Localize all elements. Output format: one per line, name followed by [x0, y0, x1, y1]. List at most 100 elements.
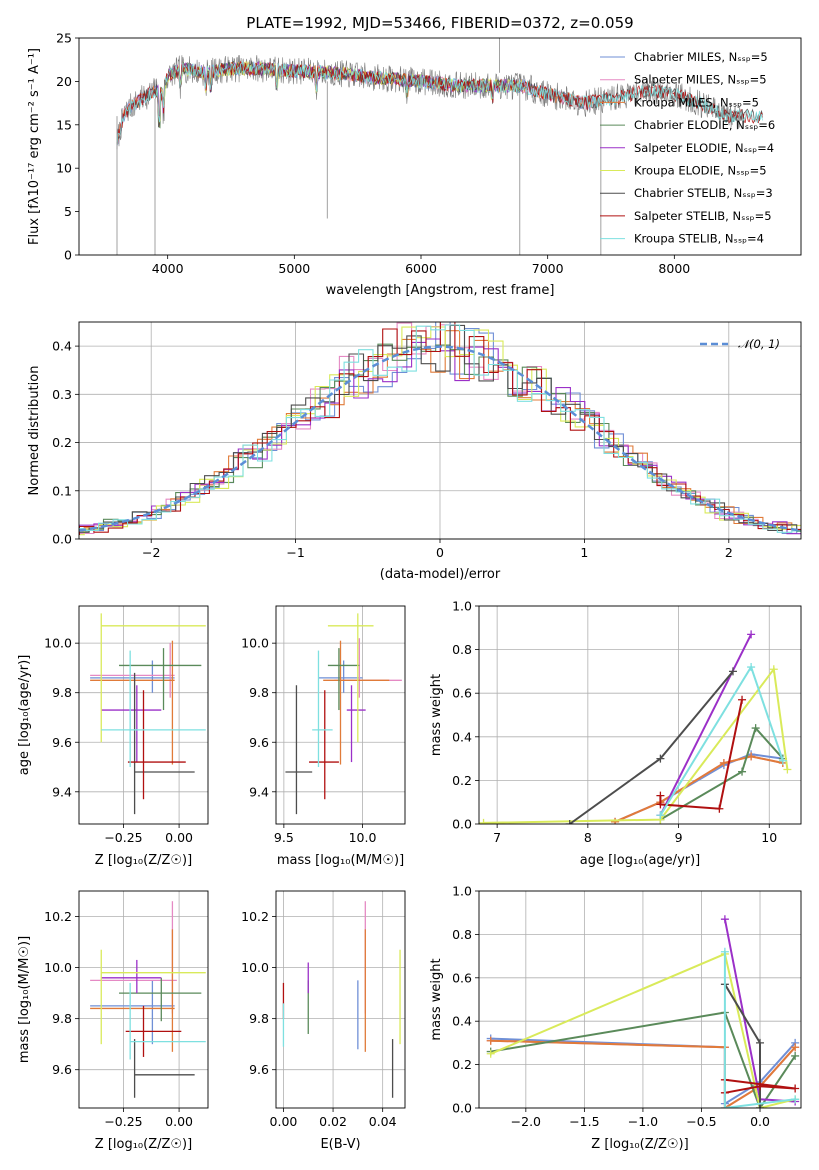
mass-weight-marker [751, 724, 760, 733]
x-tick-label: −2 [142, 545, 160, 560]
y-tick-label: 0.0 [452, 817, 472, 832]
x-tick-label: 10 [761, 830, 777, 845]
mass-weight-line [490, 1039, 796, 1108]
mass-weight-line [483, 666, 789, 824]
x-axis-label: Z [log₁₀(Z/Z☉)] [95, 853, 192, 868]
mass-weight-marker [756, 1082, 765, 1091]
x-tick-label: 2 [725, 545, 733, 560]
legend-entry: 𝒩(0, 1) [738, 337, 780, 351]
legend-entry: Kroupa MILES, Nₛₛₚ=5 [634, 95, 759, 109]
y-axis-label: Normed distribution [27, 366, 42, 496]
plot-area [479, 630, 792, 824]
x-axis-label: mass [log₁₀(M/M☉)] [277, 853, 404, 868]
x-tick-label: −0.25 [104, 830, 142, 845]
y-axis-label: mass [log₁₀(M/M☉)] [17, 936, 32, 1063]
mass-weight-marker [791, 1043, 800, 1052]
y-tick-label: 9.6 [52, 1062, 72, 1077]
y-tick-label: 10.0 [241, 636, 269, 651]
residual-histogram [79, 324, 801, 533]
panel-residuals: −2 −1 0 1 2 0.0 0.1 0.2 0.3 0.4 (data-model)/error… [27, 321, 802, 582]
mass-weight-marker [565, 820, 574, 824]
y-tick-label: 0.0 [52, 532, 72, 547]
axes-frame [275, 890, 406, 1109]
mass-weight-marker [738, 695, 747, 704]
y-tick-label: 9.4 [249, 784, 269, 799]
y-tick-label: 15 [56, 117, 72, 132]
panel-mass-Z: −0.25 0.00 9.6 9.8 10.0 10.2 Z [log₁₀(Z/Z☉)] ma… [17, 890, 209, 1152]
axes-frame [78, 890, 209, 1109]
y-tick-label: 0.4 [452, 729, 472, 744]
legend-entry: Salpeter MILES, Nₛₛₚ=5 [634, 73, 767, 87]
x-tick-label: 8000 [658, 261, 690, 276]
mass-weight-marker [756, 1038, 765, 1047]
plot-area [90, 901, 206, 1098]
y-tick-label: 9.8 [52, 1011, 72, 1026]
y-tick-label: 25 [56, 31, 72, 46]
x-tick-label: 1 [580, 545, 588, 560]
plot-area [282, 901, 401, 1098]
legend-entry: Salpeter STELIB, Nₛₛₚ=5 [634, 209, 772, 223]
mass-weight-line [569, 670, 734, 824]
axes-frame [275, 605, 406, 825]
x-tick-label: 5000 [278, 261, 310, 276]
y-tick-label: 0.8 [452, 927, 472, 942]
mass-weight-marker [738, 767, 747, 776]
panel-weight-Z: −2.0 −1.5 −1.0 −0.5 0.0 0.0 0.2 0.4 0.6 0.8 1.0 Z [… [429, 884, 802, 1152]
mass-weight-marker [747, 630, 756, 639]
axes-frame [478, 605, 802, 825]
mass-weight-line [659, 726, 784, 821]
mass-weight-marker [720, 1104, 729, 1108]
mass-weight-marker [720, 915, 729, 924]
y-tick-label: 0.6 [452, 970, 472, 985]
y-tick-label: 5 [64, 204, 72, 219]
mass-weight-marker [486, 1049, 495, 1058]
x-tick-label: 0.00 [165, 1114, 193, 1129]
x-tick-label: −1.5 [569, 1114, 599, 1129]
mass-weight-line [614, 755, 784, 823]
y-tick-label: 10.2 [241, 909, 269, 924]
x-tick-label: 9 [675, 830, 683, 845]
mass-weight-marker [778, 756, 787, 765]
x-tick-label: −0.25 [104, 1114, 142, 1129]
y-tick-label: 0.3 [52, 387, 72, 402]
y-tick-label: 10 [56, 161, 72, 176]
legend-entry: Chabrier MILES, Nₛₛₚ=5 [634, 50, 768, 64]
panel-weight-age: 7 8 9 10 0.0 0.2 0.4 0.6 0.8 1.0 age [log₁₀(age/yr… [429, 599, 802, 868]
mass-weight-marker [791, 1051, 800, 1060]
normal-distribution-curve [79, 345, 799, 532]
mass-weight-line [659, 633, 752, 816]
mass-weight-line [659, 699, 743, 810]
mass-weight-marker [720, 947, 729, 956]
legend-entry: Kroupa STELIB, Nₛₛₚ=4 [634, 232, 764, 246]
x-tick-label: 4000 [152, 261, 184, 276]
x-axis-label: Z [log₁₀(Z/Z☉)] [95, 1137, 192, 1152]
model-spectrum-line [116, 60, 763, 146]
panel-age-Z: −0.25 0.00 9.4 9.6 9.8 10.0 Z [log₁₀(Z/Z☉)] age… [17, 605, 209, 868]
y-tick-label: 0.0 [452, 1101, 472, 1116]
mass-weight-marker [656, 800, 665, 809]
y-tick-label: 10.0 [44, 636, 72, 651]
plot-area [90, 613, 206, 815]
plot-area [116, 38, 763, 255]
x-tick-label: 0.04 [369, 1114, 397, 1129]
panel-mass-EBV: 0.00 0.02 0.04 9.6 9.8 10.0 10.2 E(B-V) [241, 890, 406, 1152]
mass-weight-marker [486, 1036, 495, 1045]
mass-weight-marker [479, 818, 488, 824]
y-tick-label: 10.2 [44, 909, 72, 924]
mass-weight-line [723, 951, 796, 1108]
x-tick-label: −2.0 [511, 1114, 541, 1129]
x-tick-label: −1 [286, 545, 304, 560]
chart-title: PLATE=1992, MJD=53466, FIBERID=0372, z=0… [246, 14, 633, 32]
y-tick-label: 9.4 [52, 784, 72, 799]
x-axis-label: E(B-V) [320, 1137, 360, 1152]
model-spectrum-line [116, 60, 763, 146]
y-tick-label: 9.8 [249, 685, 269, 700]
mass-weight-line [490, 952, 796, 1108]
x-tick-label: 0.00 [270, 1114, 298, 1129]
mass-weight-marker [747, 663, 756, 672]
x-axis-label: Z [log₁₀(Z/Z☉)] [591, 1137, 688, 1152]
x-tick-label: 9.5 [274, 830, 294, 845]
plot-area [79, 322, 801, 536]
mass-weight-marker [747, 752, 756, 761]
